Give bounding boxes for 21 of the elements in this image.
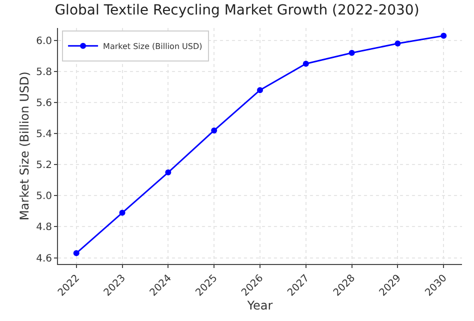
point (73, 250, 80, 256)
point (348, 50, 355, 56)
point (394, 40, 401, 47)
y-tick-label: 5.8 (36, 66, 52, 78)
y-tick-label: 5.4 (36, 129, 52, 140)
y-tick-label: 4.8 (36, 222, 52, 234)
y-tick-label: 5.0 (36, 191, 52, 202)
y-tick-label: 6.0 (36, 36, 52, 47)
point (211, 127, 218, 134)
point (119, 210, 126, 216)
point (165, 169, 172, 176)
y-tick-label: 5.6 (36, 98, 52, 110)
legend-label: Market Size (Billion USD) (103, 42, 202, 51)
point (440, 32, 447, 39)
chart-title: Global Textile Recycling Market Growth (2022-2030) (54, 2, 420, 19)
y-axis-title: Market Size (Billion USD) (17, 72, 32, 220)
x-axis-title: Year (246, 298, 273, 313)
y-tick-label: 4.6 (36, 253, 52, 264)
point (257, 87, 263, 94)
y-tick-label: 5.2 (36, 160, 52, 172)
point (302, 60, 309, 67)
